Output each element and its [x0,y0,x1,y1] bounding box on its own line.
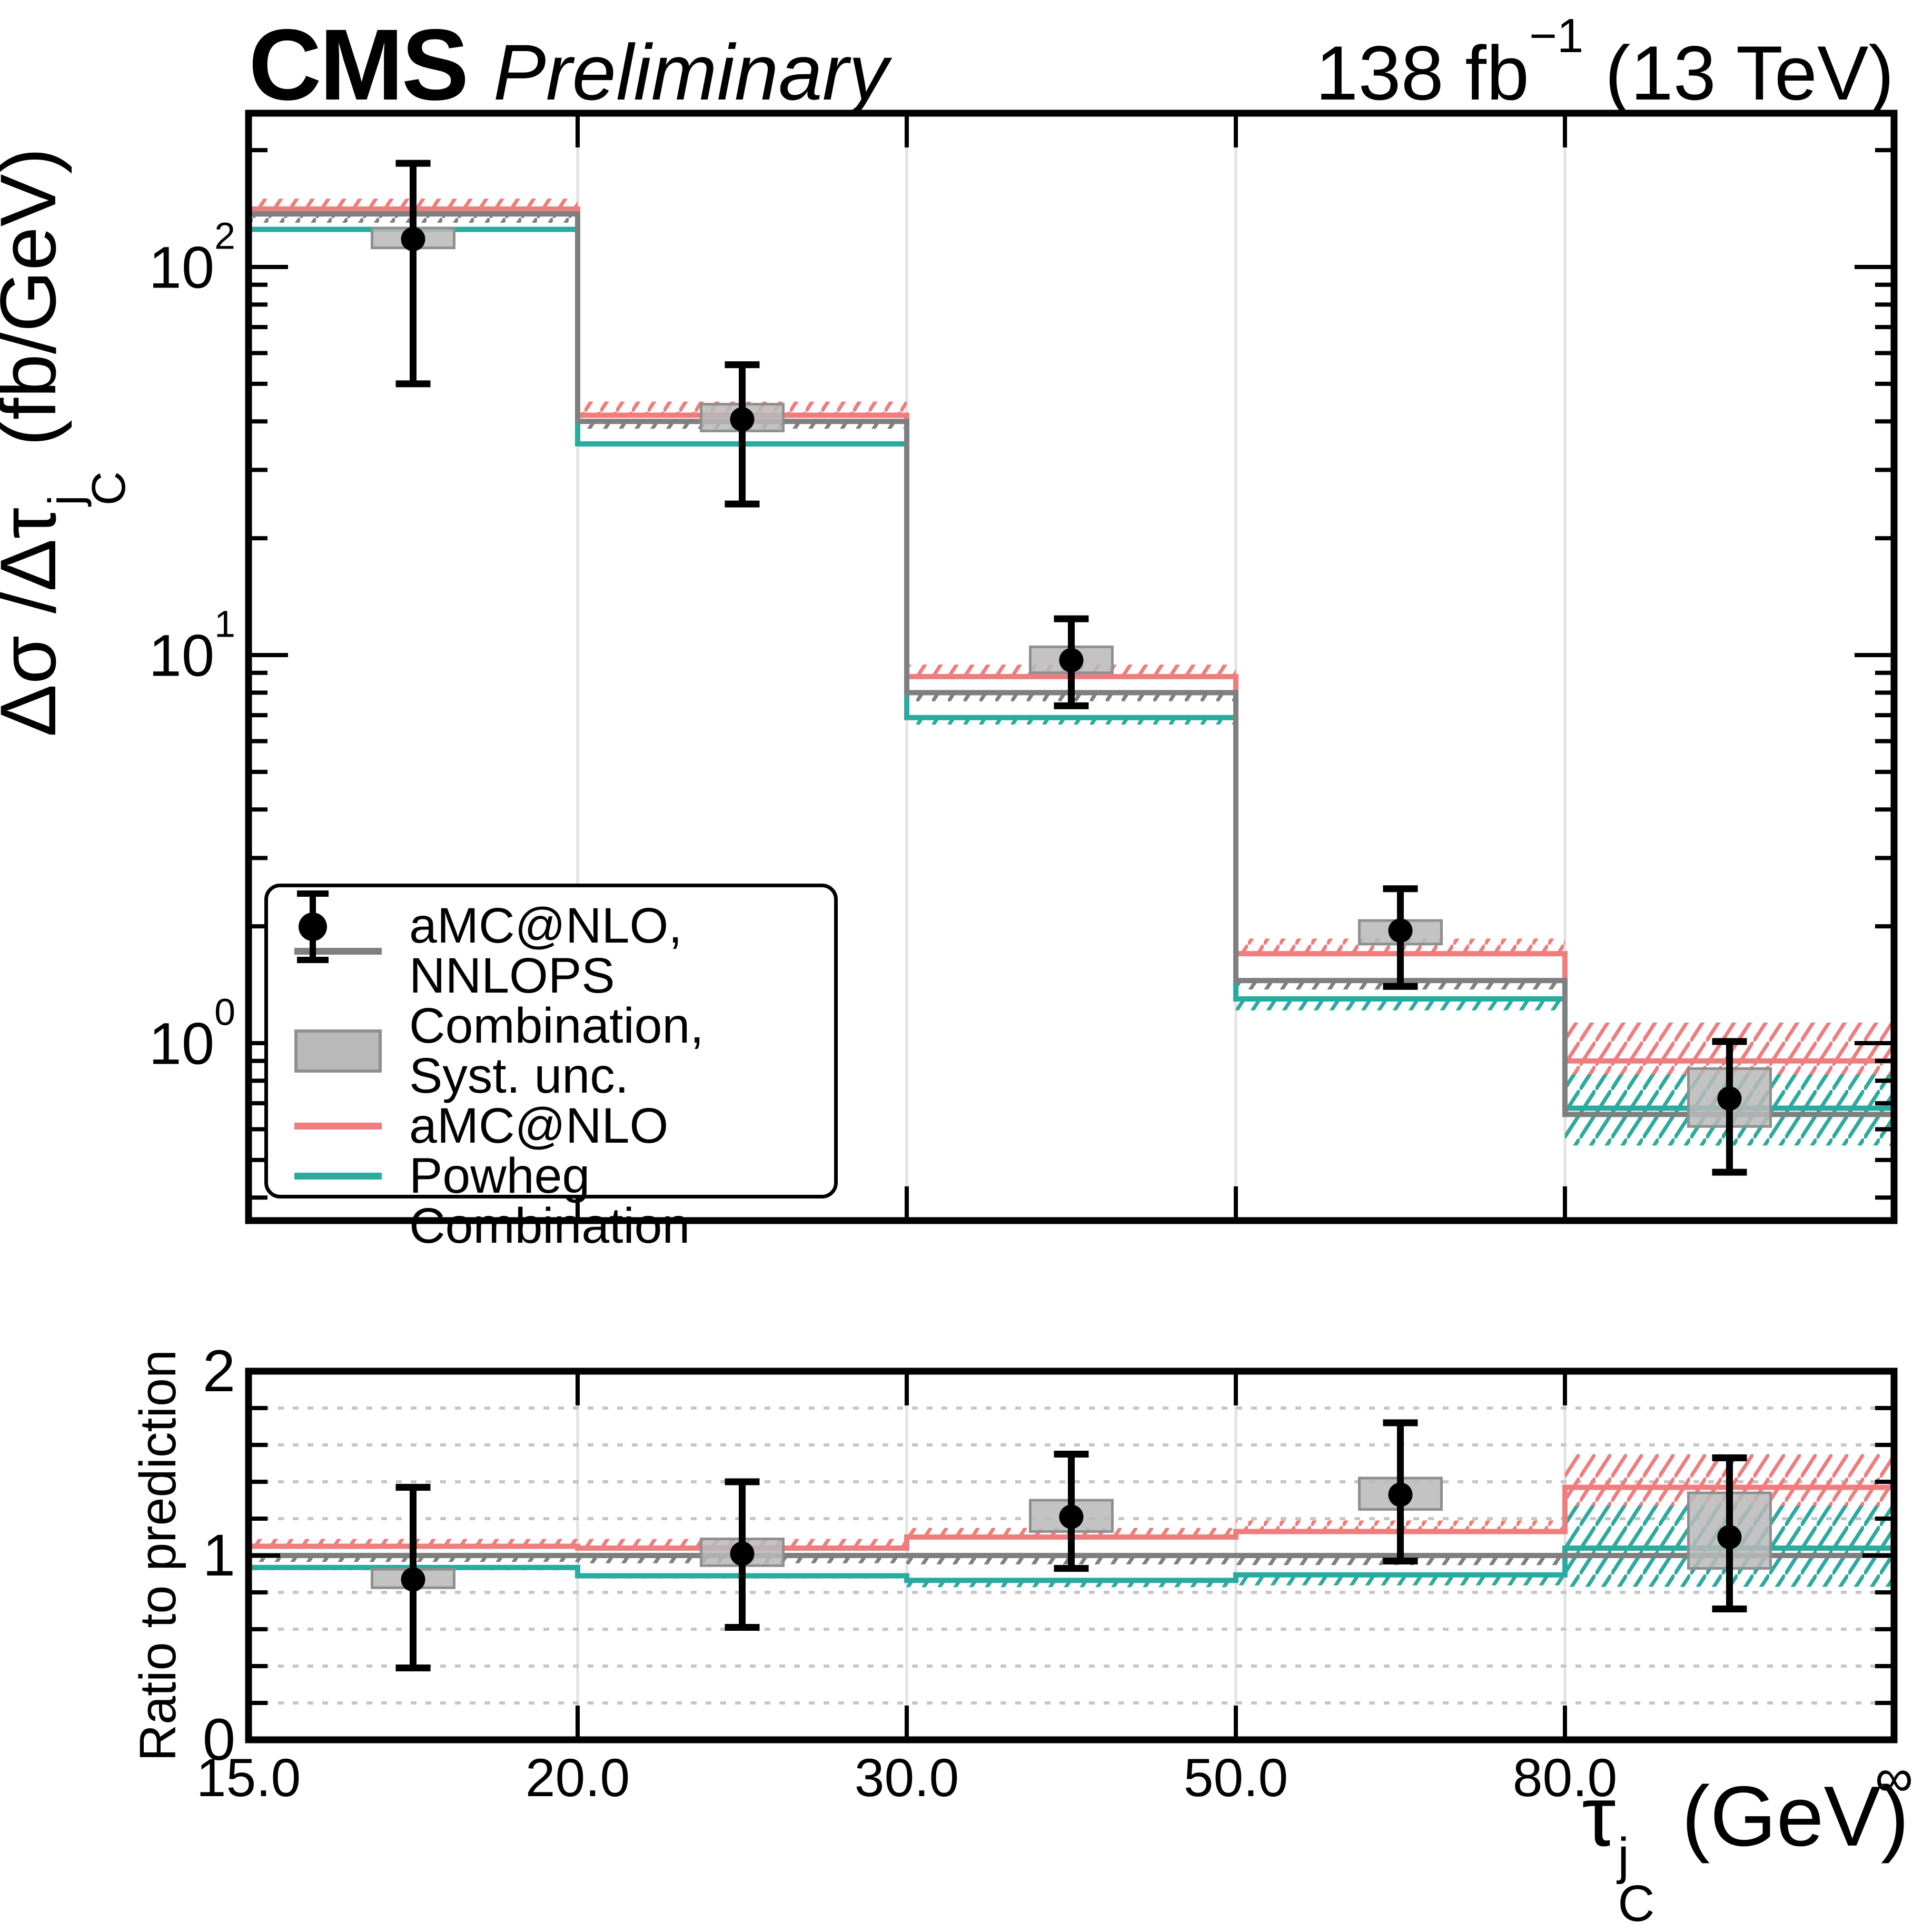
legend-line-swatch-icon [293,1173,383,1180]
data-point-with-errors [1054,615,1089,709]
data-point-with-errors [395,160,431,388]
plot-header: CMS Preliminary 138 fb−1 (13 TeV) [249,6,1894,123]
legend-item: aMC@NLO, NNLOPS [293,901,824,1001]
x-tick-label: ∞ [1875,1748,1913,1808]
data-point-with-errors [395,1484,431,1671]
data-point-with-errors [1383,885,1418,990]
x-title-tau: τ [1582,1768,1616,1864]
legend-item: aMC@NLO [293,1101,824,1151]
legend-item-label: aMC@NLO, NNLOPS [409,898,682,1004]
legend-item: Combination [293,890,824,1254]
data-point-with-errors [725,361,760,508]
legend-item: Combination, Syst. unc. [293,1001,824,1101]
panel-frame [245,1368,1898,1743]
luminosity-energy-label: 138 fb−1 (13 TeV) [1315,9,1894,117]
preliminary-label: Preliminary [493,28,888,116]
ratio-y-tick-label: 0 [202,1707,235,1772]
prediction-step-line [249,1545,1894,1583]
y-title-suffix: (fb/GeV) [0,147,72,447]
legend: aMC@NLO, NNLOPS Combination, Syst. unc. aM… [264,884,838,1251]
data-point-with-errors [1054,1451,1089,1572]
x-title-suffix: (GeV) [1658,1768,1909,1864]
main-panel [245,110,1898,1224]
data-point-with-errors [1383,1419,1418,1564]
legend-item-label: Powheg [409,1148,590,1204]
legend-line-swatch-icon [293,947,383,955]
y-title-prefix: Δσ /Δτ [0,507,72,737]
legend-item-label: Combination [409,1198,690,1254]
x-title-sup: j [1618,1827,1629,1885]
legend-item-label: aMC@NLO [409,1098,669,1154]
lumi-suffix: (13 TeV) [1583,30,1894,116]
x-tick-label: 15.0 [196,1748,301,1808]
y-title-sup: j [39,494,92,506]
data-point-with-errors [725,1478,760,1631]
experiment-label: CMS [249,8,469,121]
lumi-prefix: 138 fb [1315,30,1530,116]
legend-line-swatch-icon [293,1123,383,1130]
x-tick-label: 80.0 [1512,1748,1618,1808]
legend-item-label: Combination, Syst. unc. [409,998,704,1104]
ratio-y-tick-label: 2 [202,1338,235,1404]
legend-item: Powheg [293,1151,824,1201]
main-y-tick-label: 100 [148,991,235,1077]
panel-frame [245,110,1898,1224]
ratio-y-tick-label: 1 [202,1522,235,1588]
x-tick-label: 30.0 [854,1748,959,1808]
data-point-with-errors [1712,1454,1747,1612]
data-point-with-errors [1712,1038,1747,1176]
legend-box-swatch-icon [293,1029,383,1073]
main-y-tick-label: 102 [148,215,235,301]
x-title-sub: C [1618,1874,1655,1932]
x-tick-label: 20.0 [525,1748,630,1808]
y-title-sub: C [83,471,136,506]
main-y-tick-label: 101 [148,603,235,689]
x-tick-label: 50.0 [1183,1748,1288,1808]
ratio-panel [245,1368,1898,1743]
lumi-exponent: −1 [1529,9,1584,63]
